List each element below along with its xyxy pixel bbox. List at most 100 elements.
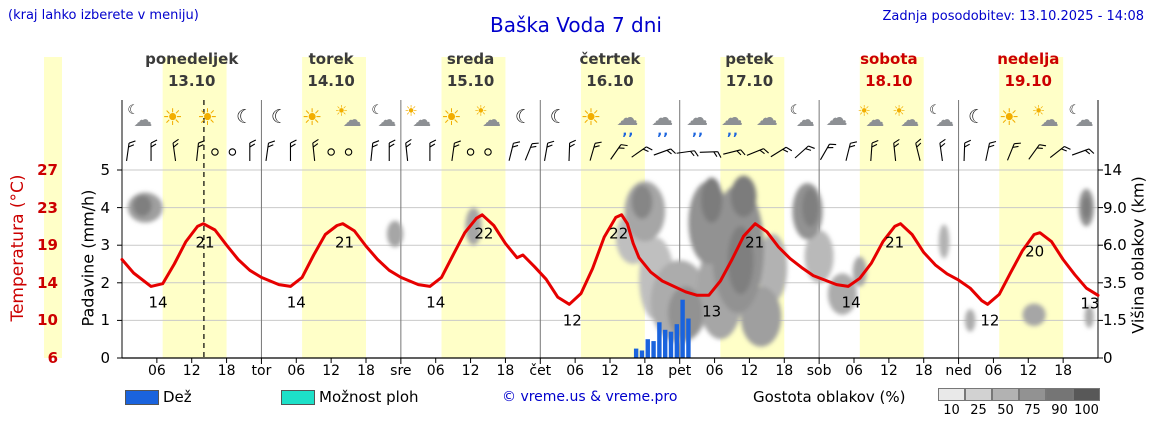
day-abbrev-label: pet [668,363,692,379]
day-header-petek: petek 17.10 [680,52,819,89]
density-tick-label: 10 [943,403,960,418]
weather-icon-sun: ☀ [580,105,602,131]
cloud-blob [133,195,152,217]
weather-icon-moon: ☾ [514,106,532,128]
wind-barb-icon [939,138,946,161]
wind-barb-icon [653,148,676,156]
temperature-point-label: 21 [196,234,215,252]
wind-barb-icon [451,140,461,161]
cloud-blob [1082,196,1091,219]
hour-tick-label: 06 [287,363,305,379]
cloud-density-label: Gostota oblakov (%) [753,388,906,406]
cloud-blob [804,230,834,283]
wind-barb-icon [746,148,769,156]
day-header-nedelja: nedelja 19.10 [959,52,1098,89]
hour-tick-label: 06 [985,363,1003,379]
temperature-point-label: 14 [148,293,167,311]
hour-tick-label: 18 [497,363,515,379]
wind-barb-icon [370,140,380,162]
cloud-height-tick: 1.5 [1103,311,1127,330]
left-accent-strip [44,57,62,358]
hour-tick-label: 06 [566,363,584,379]
wind-barb-icon [819,143,837,161]
wind-barb-icon [312,138,319,162]
rain-bar [657,322,662,358]
density-tick-label: 50 [997,403,1014,418]
temperature-tick: 27 [37,161,58,179]
hour-tick-label: 06 [148,363,166,379]
precipitation-tick: 5 [100,161,110,179]
weather-icon-sun-cloud: ☀ ☁ [857,102,885,131]
hour-tick-label: 18 [357,363,375,379]
day-name: sreda [446,50,495,68]
day-name: četrtek [579,50,641,68]
day-abbrev-label: tor [252,363,272,379]
wind-barb-icon [126,140,136,161]
weather-icon-sun: ☀ [197,105,218,131]
day-date: 18.10 [865,72,913,90]
weather-icon-sun-cloud: ☀ ☁ [404,102,432,131]
day-name: torek [308,50,354,68]
calm-wind-icon [211,148,219,156]
cloud-height-tick: 9.0 [1103,198,1127,217]
wind-barb-icon [196,140,205,162]
day-abbrev-label: sob [807,363,832,379]
hour-tick-label: 06 [427,363,445,379]
weather-icon-sun: ☀ [998,105,1020,131]
temperature-point-label: 14 [426,293,445,311]
weather-icon-cloud-rain: ☁,, [616,106,639,139]
wind-barb-icon [1028,144,1047,160]
weather-icon-cloud-moon: ☾ ☁ [929,103,955,131]
showers-legend-label: Možnost ploh [319,388,419,406]
showers-legend-swatch [281,390,315,405]
temperature-point-label: 13 [702,302,721,320]
wind-barb-icon [172,138,179,161]
wind-barb-icon [429,139,437,161]
wind-barb-icon [1071,148,1095,156]
hour-tick-label: 12 [601,363,619,379]
weather-icon-cloud-rain: ☁,, [686,106,709,139]
temperature-point-label: 21 [745,234,764,252]
wind-barb-icon [405,138,412,162]
wind-barb-icon [508,141,521,161]
wind-barb-icon [770,146,793,158]
rain-bar [633,348,639,358]
wind-barb-icon [388,139,396,161]
rain-bar [662,329,668,358]
day-header-sobota: sobota 18.10 [819,52,958,89]
day-abbrev-label: ned [945,363,971,379]
density-step [965,388,992,401]
weather-icon-moon: ☾ [549,106,567,128]
temperature-point-label: 20 [1025,242,1044,260]
wind-barb-icon [1006,142,1021,161]
temperature-tick: 10 [37,311,58,330]
weather-icon-cloud: ☁ [825,106,848,131]
hour-tick-label: 12 [880,363,898,379]
day-name: sobota [860,50,918,68]
wind-barb-icon [963,139,972,162]
rain-bar [651,341,656,358]
density-step [1073,388,1100,401]
rain-bar [668,331,674,358]
weather-icon-sun: ☀ [441,105,462,131]
day-header-ponedeljek: ponedeljek 13.10 [122,52,261,89]
hour-tick-label: 18 [218,363,236,379]
density-tick-label: 90 [1051,403,1068,418]
cloud-height-tick: 3.5 [1103,273,1127,292]
weather-icon-sun: ☀ [162,105,183,131]
wind-barb-icon [249,139,257,161]
day-name: petek [725,50,774,68]
hour-tick-label: 12 [462,363,480,379]
cloud-blob [1084,305,1094,328]
weather-icon-cloud-moon: ☾ ☁ [371,103,397,131]
day-date: 16.10 [586,72,634,90]
cloud-blob [938,224,950,259]
temperature-point-label: 12 [563,311,582,329]
precipitation-tick: 0 [100,349,110,367]
menu-hint: (kraj lahko izberete v meniju) [8,8,199,23]
wind-barb-icon [610,144,628,160]
weather-icon-cloud-moon: ☾ ☁ [1068,103,1094,131]
hour-tick-label: 12 [1019,363,1037,379]
wind-barb-icon [289,139,297,161]
